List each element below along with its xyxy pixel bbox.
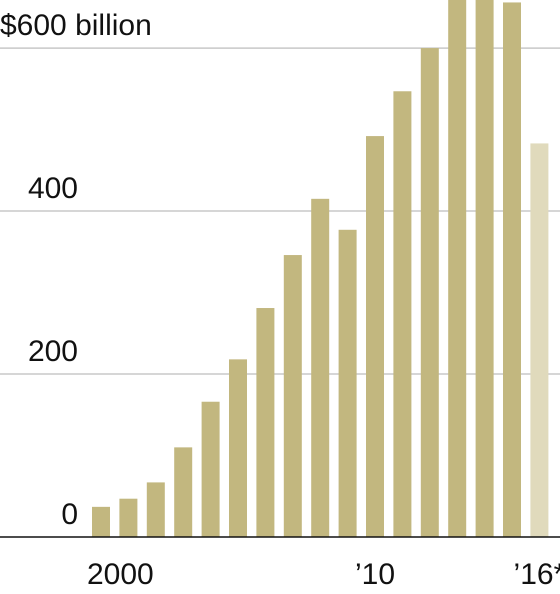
bar [366,136,384,537]
y-tick-label: 200 [28,335,78,368]
bar [146,482,165,537]
bar [393,91,412,537]
bar [311,198,330,537]
bar [119,498,138,537]
y-tick-label: 0 [61,498,78,531]
bar [448,0,467,538]
bar [283,255,302,537]
bar [530,143,549,537]
bar [475,0,494,538]
bar [256,308,275,537]
x-tick-label: ’16* [514,558,560,591]
x-tick-label: 2000 [87,558,154,591]
x-tick-label: ’10 [355,558,395,591]
bar [92,506,110,537]
bar [201,401,220,537]
bar [229,359,247,537]
bar [503,2,521,537]
y-tick-label: $600 billion [0,9,152,42]
bar [420,48,439,537]
bar [174,447,193,537]
bar [338,229,357,537]
y-tick-label: 400 [28,172,78,205]
